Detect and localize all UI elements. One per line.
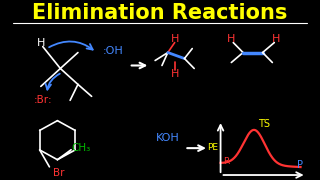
Text: CH₃: CH₃: [71, 143, 91, 153]
Text: KOH: KOH: [156, 133, 180, 143]
Text: PE: PE: [207, 143, 218, 152]
Text: Br: Br: [53, 168, 65, 178]
Text: :Br:: :Br:: [34, 95, 52, 105]
Text: TS: TS: [259, 119, 270, 129]
Text: :OH: :OH: [103, 46, 124, 56]
Text: H: H: [36, 38, 45, 48]
Text: R: R: [223, 157, 229, 166]
Text: H: H: [272, 34, 280, 44]
Text: H: H: [171, 69, 179, 79]
Text: H: H: [171, 34, 179, 44]
Text: H: H: [227, 34, 236, 44]
Text: Elimination Reactions: Elimination Reactions: [32, 3, 288, 23]
Text: P: P: [297, 160, 303, 170]
